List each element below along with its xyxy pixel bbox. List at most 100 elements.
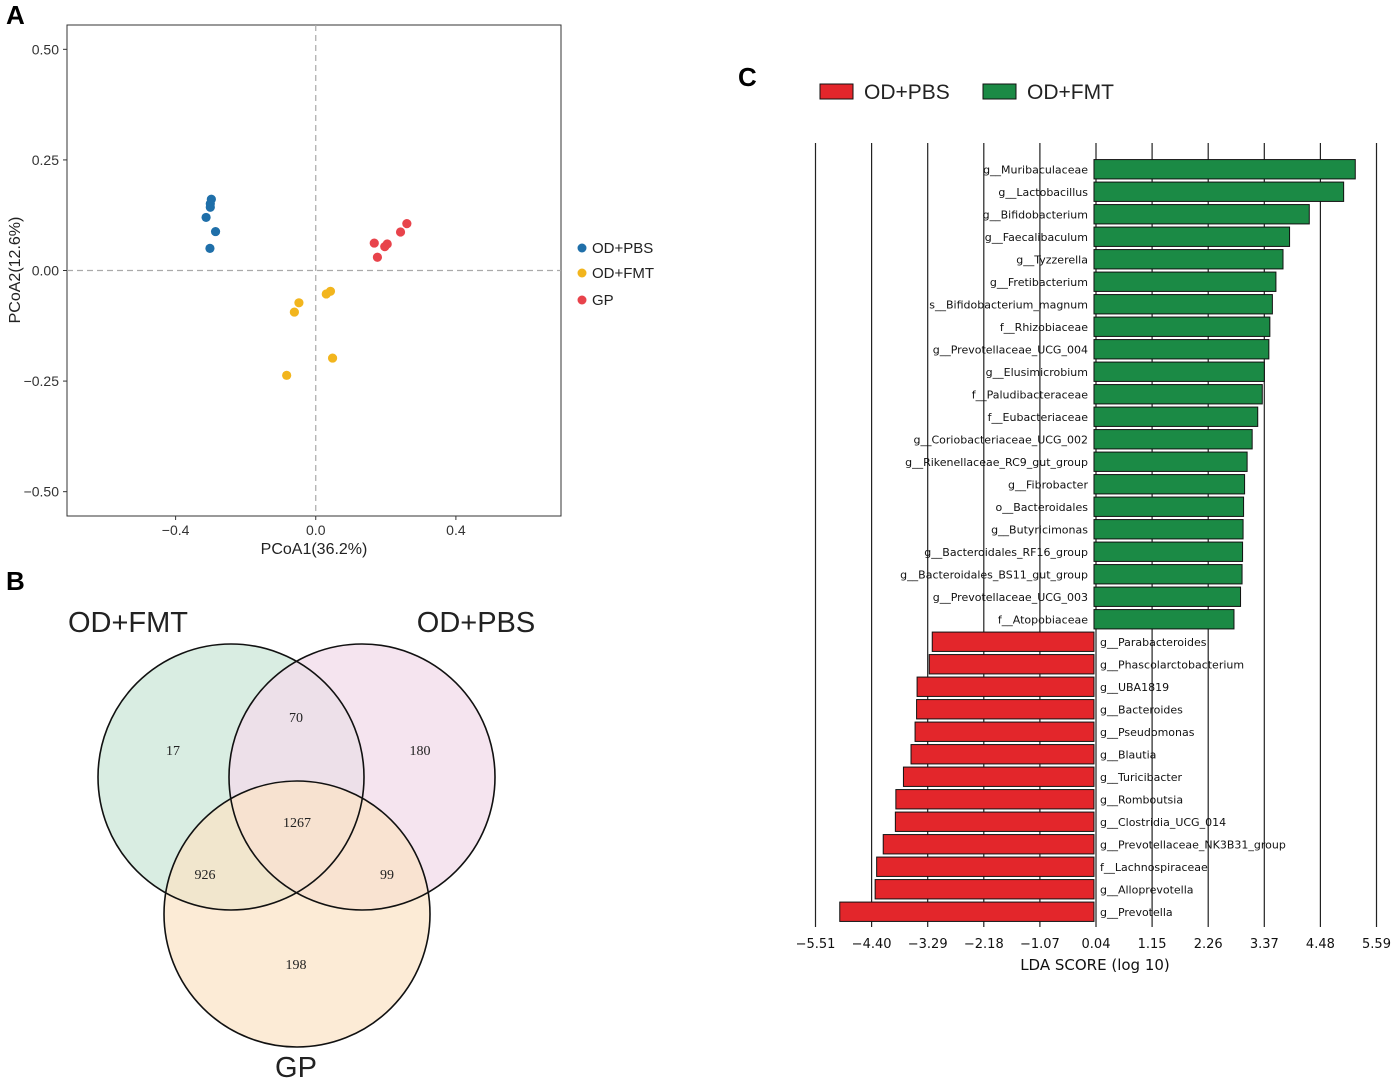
pcoa-x-tick-label: 0.4 <box>446 522 466 538</box>
pcoa-point-od-fmt <box>282 370 292 380</box>
pcoa-points <box>201 194 412 380</box>
pcoa-y-label: PCoA2(12.6%) <box>7 217 24 324</box>
lda-bars <box>839 159 1356 922</box>
pcoa-x-axis: −0.4 0.0 0.4 <box>162 516 466 538</box>
lda-bar-od-pbs <box>839 901 1095 922</box>
lda-bar-od-fmt <box>1093 474 1246 495</box>
lda-taxon-label: g__Muribaculaceae <box>983 163 1088 176</box>
lda-taxon-label: g__Bifidobacterium <box>983 208 1088 221</box>
pcoa-reference-lines <box>67 25 561 516</box>
venn-count-pbs-gp: 99 <box>380 868 394 883</box>
lda-bar-od-fmt <box>1093 226 1291 247</box>
lda-bar-od-fmt <box>1093 181 1345 202</box>
lda-bar-od-fmt <box>1093 316 1271 337</box>
lda-taxon-label: g__Blautia <box>1100 748 1156 761</box>
lda-taxon-label: s__Bifidobacterium_magnum <box>929 298 1088 311</box>
lda-x-tick-label: −1.07 <box>1020 937 1060 952</box>
pcoa-y-axis: 0.50 0.25 0.00 −0.25 −0.50 <box>24 41 67 500</box>
pcoa-y-tick-label: −0.25 <box>24 373 60 389</box>
lda-taxon-label: f__Lachnospiraceae <box>1100 861 1208 874</box>
lda-bar-od-fmt <box>1093 271 1277 292</box>
lda-bar-od-pbs <box>910 744 1095 765</box>
lda-legend-od-pbs-label: OD+PBS <box>864 81 950 104</box>
lda-bar-od-pbs <box>902 766 1095 787</box>
lda-bar-od-pbs <box>916 676 1095 697</box>
lda-bar-od-pbs <box>916 699 1095 720</box>
pcoa-y-tick-label: −0.50 <box>24 484 60 500</box>
panel-b-letter: B <box>6 566 25 596</box>
lda-taxon-label: o__Bacteroidales <box>995 501 1088 514</box>
pcoa-point-od-fmt <box>294 298 304 308</box>
lda-bar-od-pbs <box>894 811 1095 832</box>
lda-taxon-label: g__Alloprevotella <box>1100 883 1194 896</box>
legend-od-fmt-label: OD+FMT <box>592 265 654 282</box>
panel-a: A 0.50 0.25 0.00 −0.25 −0.50 −0.4 0.0 0.4 PCoA… <box>6 0 654 558</box>
lda-taxon-label: g__Turicibacter <box>1100 771 1183 784</box>
lda-taxon-label: g__Romboutsia <box>1100 793 1183 806</box>
venn-count-all: 1267 <box>283 816 311 831</box>
lda-taxon-label: g__UBA1819 <box>1100 681 1169 694</box>
lda-bar-od-pbs <box>931 631 1095 652</box>
venn-outline-od-fmt <box>97 643 365 911</box>
lda-x-tick-label: −5.51 <box>796 937 836 952</box>
venn-count-fmt-only: 17 <box>166 744 180 759</box>
panel-c-letter: C <box>738 62 757 92</box>
lda-x-tick-label: 1.15 <box>1138 937 1167 952</box>
lda-bar-od-fmt <box>1093 609 1235 630</box>
lda-x-label: LDA SCORE (log 10) <box>1020 956 1170 974</box>
venn-outline-od-pbs <box>228 643 496 911</box>
venn-set-label-od-fmt: OD+FMT <box>68 607 188 639</box>
lda-bar-od-pbs <box>874 879 1095 900</box>
pcoa-point-od-pbs <box>205 202 215 212</box>
lda-taxon-label: g__Bacteroidales_RF16_group <box>924 546 1088 559</box>
lda-taxon-label: g__Fretibacterium <box>990 276 1088 289</box>
lda-bar-od-pbs <box>876 856 1095 877</box>
lda-bar-od-fmt <box>1093 339 1270 360</box>
lda-taxon-label: g__Lactobacillus <box>998 186 1088 199</box>
lda-taxon-label: g__Coriobacteriaceae_UCG_002 <box>914 433 1088 446</box>
lda-bar-od-pbs <box>928 654 1095 675</box>
lda-bar-od-fmt <box>1093 159 1356 180</box>
lda-taxon-label: g__Fibrobacter <box>1008 478 1088 491</box>
pcoa-point-od-pbs <box>210 226 221 237</box>
venn-count-fmt-gp: 926 <box>195 868 216 883</box>
lda-taxon-label: g__Prevotellaceae_UCG_003 <box>933 591 1088 604</box>
lda-bar-od-fmt <box>1093 541 1244 562</box>
lda-bar-od-pbs <box>882 834 1095 855</box>
lda-legend: OD+PBS OD+FMT <box>819 81 1114 104</box>
pcoa-x-tick-label: 0.0 <box>306 522 326 538</box>
lda-taxon-label: f__Eubacteriaceae <box>988 411 1089 424</box>
lda-legend-od-fmt-swatch <box>982 83 1017 100</box>
lda-x-tick-label: 3.37 <box>1250 937 1279 952</box>
pcoa-point-gp <box>372 252 383 262</box>
lda-taxon-label: g__Faecalibaculum <box>985 231 1088 244</box>
lda-taxon-label: g__Prevotellaceae_NK3B31_group <box>1100 838 1286 851</box>
legend-od-fmt-marker <box>577 268 587 278</box>
legend-od-pbs-marker <box>577 243 587 253</box>
lda-bar-od-pbs <box>895 789 1095 810</box>
lda-bar-od-fmt <box>1093 519 1244 540</box>
pcoa-point-od-pbs <box>201 212 211 223</box>
lda-bar-od-fmt <box>1093 384 1263 405</box>
pcoa-point-od-fmt <box>289 307 299 317</box>
lda-taxon-label: g__Elusimicrobium <box>986 366 1088 379</box>
pcoa-y-tick-label: 0.50 <box>32 41 59 57</box>
lda-bar-od-fmt <box>1093 564 1243 585</box>
lda-legend-od-pbs-swatch <box>819 83 854 100</box>
lda-taxon-label: g__Tyzzerella <box>1016 253 1088 266</box>
lda-bar-od-fmt <box>1093 496 1245 517</box>
lda-taxon-label: g__Bacteroidales_BS11_gut_group <box>900 568 1088 581</box>
lda-bar-od-fmt <box>1093 586 1242 607</box>
lda-taxon-label: g__Phascolarctobacterium <box>1100 658 1244 671</box>
lda-bar-od-fmt <box>1093 294 1273 315</box>
lda-x-tick-label: 0.04 <box>1082 937 1111 952</box>
pcoa-point-gp <box>395 227 406 237</box>
lda-x-tick-label: −2.18 <box>964 937 1004 952</box>
lda-bar-od-fmt <box>1093 406 1259 427</box>
pcoa-x-tick-label: −0.4 <box>162 522 190 538</box>
venn-outline-gp <box>163 780 431 1048</box>
pcoa-point-od-pbs <box>205 243 215 253</box>
lda-x-tick-label: −4.40 <box>852 937 892 952</box>
pcoa-point-gp <box>380 242 390 252</box>
